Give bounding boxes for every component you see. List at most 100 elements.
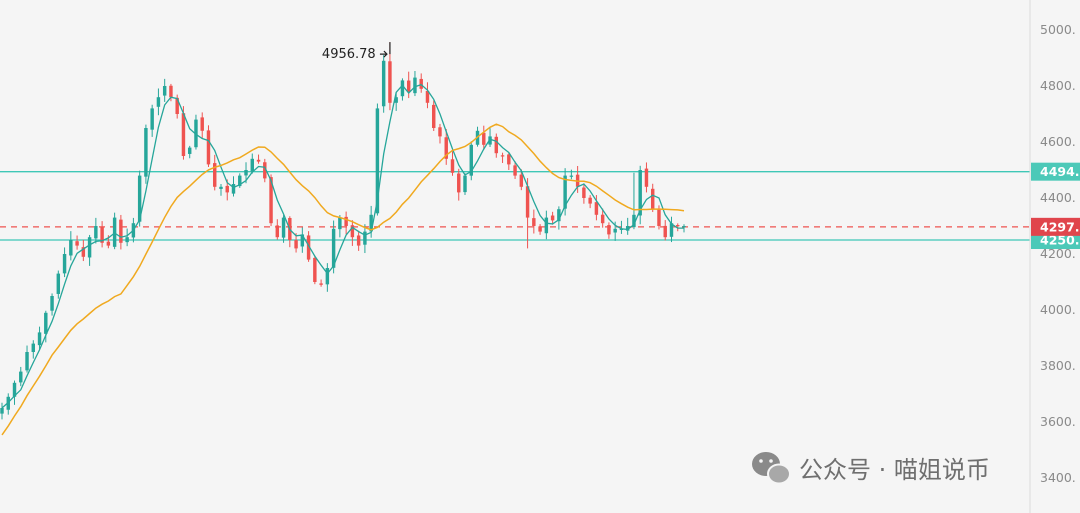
- candle-body: [56, 273, 61, 294]
- candle-body: [544, 217, 549, 234]
- candle-body: [594, 202, 599, 215]
- candle-body: [425, 90, 430, 103]
- candle-body: [632, 214, 636, 228]
- candle-body: [607, 225, 611, 235]
- support-badge-label: 4250.(: [1040, 233, 1080, 248]
- candle-body: [369, 214, 373, 232]
- candle-body: [225, 185, 229, 193]
- candle-body: [137, 175, 142, 222]
- candle-body: [588, 197, 592, 204]
- candle-body: [482, 132, 486, 145]
- candle-body: [600, 214, 605, 224]
- candle-body: [156, 97, 161, 107]
- candle-body: [81, 247, 86, 257]
- candle-body: [519, 174, 524, 187]
- candle-body: [281, 217, 286, 238]
- candle-body: [319, 283, 323, 285]
- candle-body: [169, 85, 173, 98]
- peak-marker: 4956.78: [322, 42, 391, 62]
- candle-body: [12, 382, 17, 397]
- candle-body: [638, 170, 642, 216]
- candle-body: [394, 97, 398, 103]
- candle-body: [44, 312, 48, 334]
- fast-ma-line: [1, 83, 684, 409]
- candle-body: [75, 241, 79, 246]
- candle-body: [400, 80, 405, 97]
- candle-body: [406, 80, 411, 92]
- candle-body: [69, 240, 73, 256]
- candle-body: [563, 175, 567, 209]
- watermark: 公众号 · 喵姐说币: [752, 452, 990, 485]
- candle-body: [363, 231, 367, 245]
- candle-body: [206, 130, 211, 165]
- candle-body: [87, 237, 92, 258]
- current-price-badge: [1031, 217, 1080, 236]
- candle-body: [457, 173, 461, 193]
- candle-body: [112, 217, 117, 247]
- candle-body: [306, 235, 311, 260]
- resistance-badge: [1031, 162, 1080, 181]
- candle-body: [238, 175, 242, 187]
- candle-body: [294, 240, 298, 249]
- candle-body: [513, 165, 517, 176]
- candles: [0, 42, 686, 420]
- candle-body: [532, 218, 536, 226]
- candle-body: [469, 144, 473, 176]
- y-tick-label: 3800.: [1040, 358, 1076, 373]
- candle-body: [300, 234, 305, 247]
- y-tick-label: 3600.: [1040, 414, 1076, 429]
- candle-body: [613, 228, 617, 233]
- level-lines: [0, 171, 1030, 241]
- y-tick-label: 4600.: [1040, 134, 1076, 149]
- candle-body: [438, 127, 442, 137]
- candle-body: [419, 78, 423, 89]
- candle-body: [500, 155, 505, 157]
- candle-body: [325, 268, 330, 285]
- candle-body: [644, 168, 649, 187]
- candle-body: [356, 235, 361, 246]
- candle-body: [37, 332, 42, 346]
- candle-body: [150, 108, 154, 130]
- y-axis: 3400. 3600. 3800. 4000. 4200. 4400. 4600. 4800.…: [1029, 0, 1076, 513]
- y-tick-label: 4200.: [1040, 246, 1076, 261]
- candle-body: [381, 60, 386, 107]
- moving-averages: [1, 83, 685, 436]
- candle-body: [331, 228, 336, 268]
- candle-body: [582, 187, 586, 198]
- price-badges: 4494.( 4250.( 4297.1: [1031, 162, 1080, 249]
- candle-body: [450, 159, 455, 173]
- candle-body: [175, 97, 179, 114]
- candle-body: [275, 225, 280, 238]
- candle-body: [663, 225, 667, 238]
- candle-body: [125, 237, 129, 243]
- candle-body: [388, 61, 392, 103]
- candle-body: [94, 226, 98, 239]
- peak-price-label: 4956.78: [322, 47, 376, 62]
- candle-body: [119, 219, 123, 243]
- y-tick-label: 3400.: [1040, 470, 1076, 485]
- current-price-badge-label: 4297.1: [1040, 219, 1080, 234]
- candle-body: [219, 186, 223, 189]
- candle-body: [250, 158, 254, 172]
- candle-body: [181, 113, 186, 156]
- candle-body: [444, 137, 448, 159]
- candle-body: [676, 225, 680, 227]
- watermark-text: 公众号 · 喵姐说币: [799, 456, 990, 484]
- candle-body: [244, 170, 248, 176]
- candle-body: [100, 227, 104, 243]
- candle-body: [338, 217, 342, 230]
- candle-body: [231, 184, 236, 194]
- candle-body: [162, 86, 167, 96]
- y-tick-label: 4400.: [1040, 190, 1076, 205]
- candle-body: [106, 241, 111, 246]
- peak-arrow-icon: [379, 42, 391, 58]
- candle-body: [550, 215, 555, 221]
- candle-body: [19, 371, 23, 383]
- candle-body: [269, 177, 273, 224]
- candle-body: [657, 209, 661, 226]
- candle-body: [375, 108, 380, 214]
- candle-body: [31, 343, 36, 353]
- candle-body: [569, 175, 574, 177]
